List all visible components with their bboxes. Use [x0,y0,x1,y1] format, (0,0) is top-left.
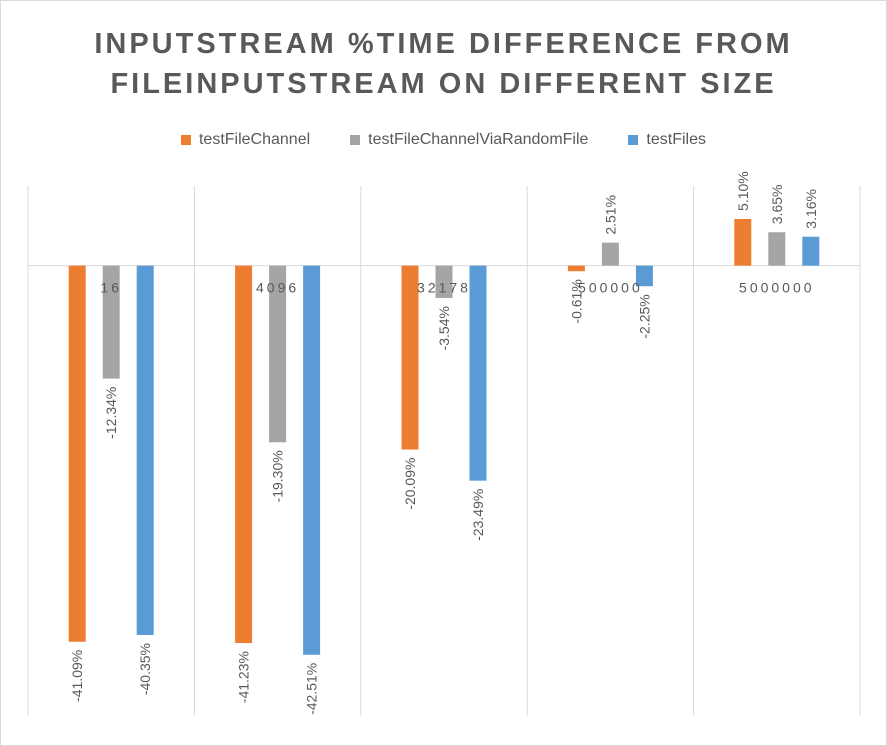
value-label: -19.30% [270,450,286,502]
bar-testfilechannel-500000 [567,265,585,272]
value-label: -12.34% [103,387,119,439]
category-label: 32178 [417,280,471,296]
value-label: -41.09% [69,650,85,702]
value-label: 5.10% [735,171,751,211]
value-label: -23.49% [470,489,486,541]
legend-swatch-testfilechannelviarandomfile [350,135,361,145]
category-label: 16 [100,280,122,296]
value-label: 3.65% [769,185,785,225]
category-label: 500000 [578,280,643,296]
category-label: 4096 [256,280,299,296]
bar-testfilechannel-5000000 [734,218,752,266]
legend-label-testfilechannel: testFileChannel [198,131,311,148]
value-label: 3.16% [803,189,819,229]
legend-swatch-testfilechannel [180,135,191,145]
bar-testfiles-5000000 [802,236,820,266]
value-label: -0.61% [568,279,584,323]
value-label: 2.51% [602,195,618,235]
bar-testfilechannelviarandomfile-5000000 [768,232,786,266]
bar-testfilechannelviarandomfile-500000 [601,242,619,266]
legend-item-testfilechannelviarandomfile: testFileChannelViaRandomFile [350,131,588,149]
value-label: -42.51% [304,663,320,715]
chart-title: INPUTSTREAM %TIME DIFFERENCE FROM FILEIN… [0,24,887,104]
bar-testfiles-4096 [303,265,321,655]
bar-testfilechannelviarandomfile-4096 [269,265,287,443]
bar-testfiles-16 [136,265,154,635]
value-label: -40.35% [137,643,153,695]
category-label: 5000000 [739,280,815,296]
legend-label-testfiles: testFiles [646,131,706,148]
value-label: -20.09% [402,458,418,510]
legend-swatch-testfiles [628,135,639,145]
chart-title-line-2: FILEINPUTSTREAM ON DIFFERENT SIZE [110,68,777,100]
chart-legend: testFileChannel testFileChannelViaRandom… [0,131,887,149]
bar-testfilechannel-32178 [401,265,419,450]
bar-testfilechannelviarandomfile-16 [102,265,120,379]
legend-item-testfiles: testFiles [628,131,706,149]
value-label: -41.23% [236,651,252,703]
legend-item-testfilechannel: testFileChannel [180,131,311,149]
bar-testfiles-500000 [635,265,653,287]
chart-title-line-1: INPUTSTREAM %TIME DIFFERENCE FROM [94,28,793,60]
bar-testfilechannel-16 [68,265,86,642]
bar-testfilechannelviarandomfile-32178 [435,265,453,299]
value-label: -2.25% [636,294,652,338]
bar-testfiles-32178 [469,265,487,481]
legend-label-testfilechannelviarandomfile: testFileChannelViaRandomFile [368,131,589,148]
bar-testfilechannel-4096 [235,265,253,644]
value-label: -3.54% [436,306,452,350]
